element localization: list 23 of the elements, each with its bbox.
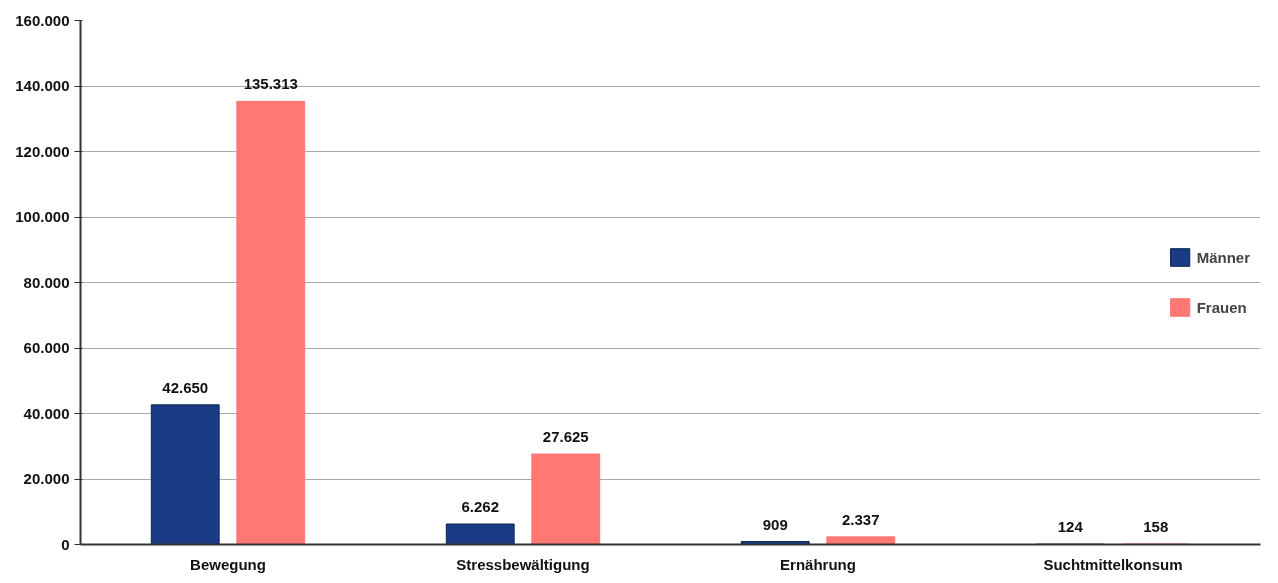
y-tick-label: 60.000	[23, 339, 70, 356]
y-tick-label: 160.000	[15, 11, 70, 29]
y-tick-label: 20.000	[23, 470, 70, 487]
data-label: 2.337	[842, 510, 880, 528]
legend-label: Männer	[1196, 248, 1250, 266]
data-label: 27.625	[542, 428, 589, 446]
y-tick-label: 100.000	[15, 208, 70, 225]
data-label: 42.650	[162, 378, 209, 396]
data-label: 135.313	[243, 75, 298, 93]
y-tick-label: 0	[61, 535, 70, 553]
x-tick-label: Stressbewältigung	[456, 555, 590, 573]
x-tick-label: Ernährung	[780, 555, 856, 573]
x-tick-label: Suchtmittelkonsum	[1043, 555, 1183, 573]
y-tick-label: 120.000	[15, 142, 70, 160]
x-tick-label: Bewegung	[190, 555, 266, 573]
legend-label: Frauen	[1196, 298, 1247, 316]
y-tick-label: 140.000	[15, 77, 70, 94]
y-tick-label: 80.000	[23, 273, 70, 291]
data-label: 909	[762, 515, 788, 533]
y-tick-label: 40.000	[23, 404, 70, 422]
data-label: 124	[1057, 518, 1084, 536]
data-label: 158	[1143, 517, 1169, 535]
data-label: 6.262	[461, 497, 499, 515]
